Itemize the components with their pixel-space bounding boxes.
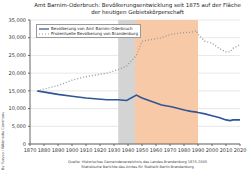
- html-text:Statistische Berichte des Amte: Statistische Berichte des Amtes für Stat…: [81, 164, 194, 169]
- svg-text:30,000: 30,000: [9, 34, 27, 40]
- svg-text:2020: 2020: [234, 147, 242, 153]
- svg-text:1930: 1930: [108, 147, 121, 153]
- svg-text:1900: 1900: [66, 147, 79, 153]
- svg-text:15,000: 15,000: [9, 88, 27, 94]
- svg-text:1950: 1950: [136, 147, 149, 153]
- svg-text:1990: 1990: [192, 147, 205, 153]
- svg-text:1920: 1920: [94, 147, 107, 153]
- svg-text:20,000: 20,000: [9, 70, 27, 76]
- svg-text:25,000: 25,000: [9, 52, 27, 58]
- svg-text:1890: 1890: [52, 147, 65, 153]
- svg-text:2010: 2010: [220, 147, 233, 153]
- html-text:Prozentuelle Bevölkerung von B: Prozentuelle Bevölkerung von Brandenburg: [51, 31, 138, 36]
- svg-text:1960: 1960: [150, 147, 163, 153]
- svg-text:1970: 1970: [164, 147, 177, 153]
- svg-text:0: 0: [23, 141, 26, 147]
- html-text:Quelle: Historisches Gemeindev: Quelle: Historisches Gemeindeverzeichnis…: [68, 160, 207, 164]
- svg-text:1880: 1880: [38, 147, 51, 153]
- svg-text:10,000: 10,000: [9, 105, 27, 111]
- svg-text:1910: 1910: [80, 147, 93, 153]
- svg-text:35,000: 35,000: [9, 17, 27, 23]
- svg-text:1870: 1870: [24, 147, 37, 153]
- html-text:By Tuxyso / Wikimedia Commons: By Tuxyso / Wikimedia Commons: [1, 112, 5, 170]
- html-text:Amt Barnim-Oderbruch: Bevölker: Amt Barnim-Oderbruch: Bevölkerungsentwic…: [34, 2, 241, 15]
- html-text:Bevölkerung von Amt Barnim-Ode: Bevölkerung von Amt Barnim-Oderbruch: [51, 26, 133, 31]
- svg-text:1940: 1940: [122, 147, 135, 153]
- svg-text:1980: 1980: [178, 147, 191, 153]
- svg-text:5,000: 5,000: [12, 123, 26, 129]
- svg-text:2000: 2000: [206, 147, 219, 153]
